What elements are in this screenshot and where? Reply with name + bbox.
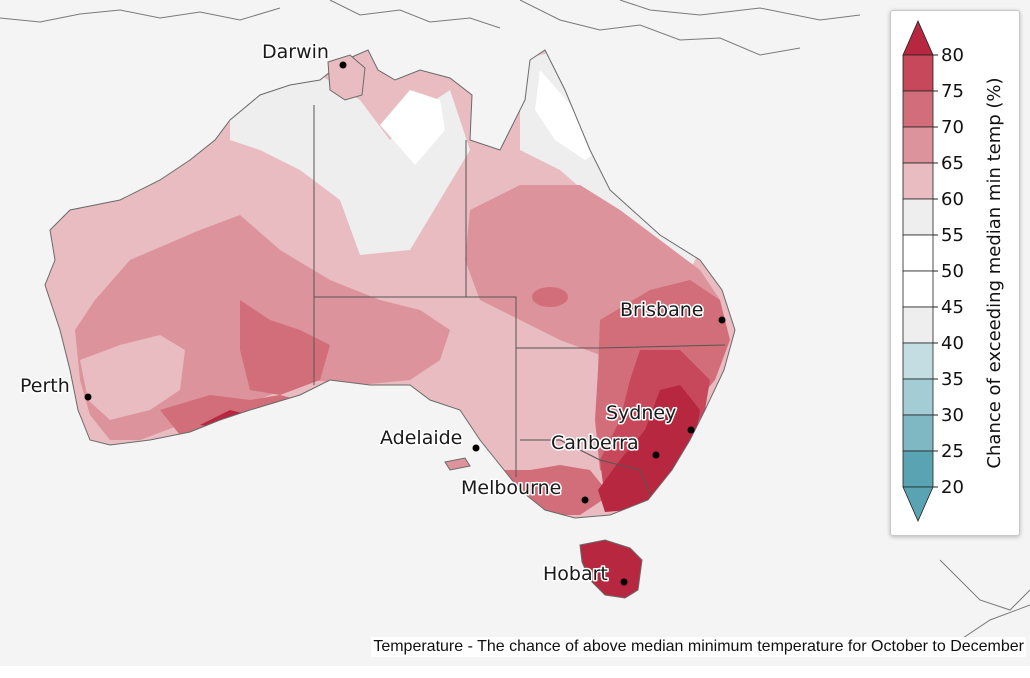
legend-tick-label: 30 xyxy=(941,405,964,426)
city-label-darwin: Darwin xyxy=(262,41,329,63)
city-label-hobart: Hobart xyxy=(543,563,608,585)
sydney-dot xyxy=(687,426,695,434)
legend-band xyxy=(902,162,934,200)
legend-tick-label: 55 xyxy=(941,225,964,246)
legend-band xyxy=(902,378,934,416)
melbourne-dot xyxy=(581,496,589,504)
city-label-brisbane: Brisbane xyxy=(620,299,703,321)
legend-tick-label: 60 xyxy=(941,189,964,210)
legend-band xyxy=(902,54,934,92)
legend-tick-label: 65 xyxy=(941,153,964,174)
kangaroo-island xyxy=(444,457,471,471)
legend-tick-label: 45 xyxy=(941,297,964,318)
legend-band xyxy=(902,90,934,128)
legend-tick-label: 80 xyxy=(941,45,964,66)
legend-tick-label: 50 xyxy=(941,261,964,282)
legend-tick-label: 25 xyxy=(941,441,964,462)
city-label-melbourne: Melbourne xyxy=(461,477,561,499)
legend-arrow-top xyxy=(902,20,934,56)
city-labels: Darwin Perth Brisbane Sydney Adelaide Ca… xyxy=(19,40,705,587)
legend-tick-label: 75 xyxy=(941,81,964,102)
legend-tick-label: 40 xyxy=(941,333,964,354)
canberra-dot xyxy=(652,451,660,459)
city-label-sydney: Sydney xyxy=(606,402,676,424)
city-label-perth: Perth xyxy=(20,375,70,397)
city-label-canberra: Canberra xyxy=(551,432,639,454)
legend-band xyxy=(902,342,934,380)
adelaide-dot xyxy=(472,444,480,452)
legend-band xyxy=(902,306,934,344)
legend-band xyxy=(902,234,934,272)
city-label-adelaide: Adelaide xyxy=(380,427,462,449)
top-end-region xyxy=(327,54,366,101)
legend-bands xyxy=(902,20,934,522)
legend-tick-label: 70 xyxy=(941,117,964,138)
legend-band xyxy=(902,198,934,236)
city-markers xyxy=(84,61,726,586)
darwin-dot xyxy=(339,61,347,69)
legend-band xyxy=(902,270,934,308)
legend-colorbar: 80 75 70 65 60 55 50 45 40 35 30 25 20 Chance of exc… xyxy=(902,20,1005,522)
legend-title: Chance of exceeding median min temp (%) xyxy=(984,77,1005,468)
legend-band xyxy=(902,126,934,164)
legend-ticks: 80 75 70 65 60 55 50 45 40 35 30 25 20 xyxy=(933,45,964,498)
color-legend: 80 75 70 65 60 55 50 45 40 35 30 25 20 Chance of exc… xyxy=(890,10,1020,536)
perth-dot xyxy=(84,393,92,401)
brisbane-dot xyxy=(718,316,726,324)
legend-band xyxy=(902,450,934,488)
map-caption: Temperature - The chance of above median… xyxy=(371,637,1026,657)
state-borders xyxy=(313,105,726,496)
hobart-dot xyxy=(620,578,628,586)
legend-band xyxy=(902,414,934,452)
legend-arrow-bottom xyxy=(902,486,934,522)
legend-tick-label: 35 xyxy=(941,369,964,390)
northern-coastline xyxy=(0,0,1030,641)
legend-tick-label: 20 xyxy=(941,477,964,498)
